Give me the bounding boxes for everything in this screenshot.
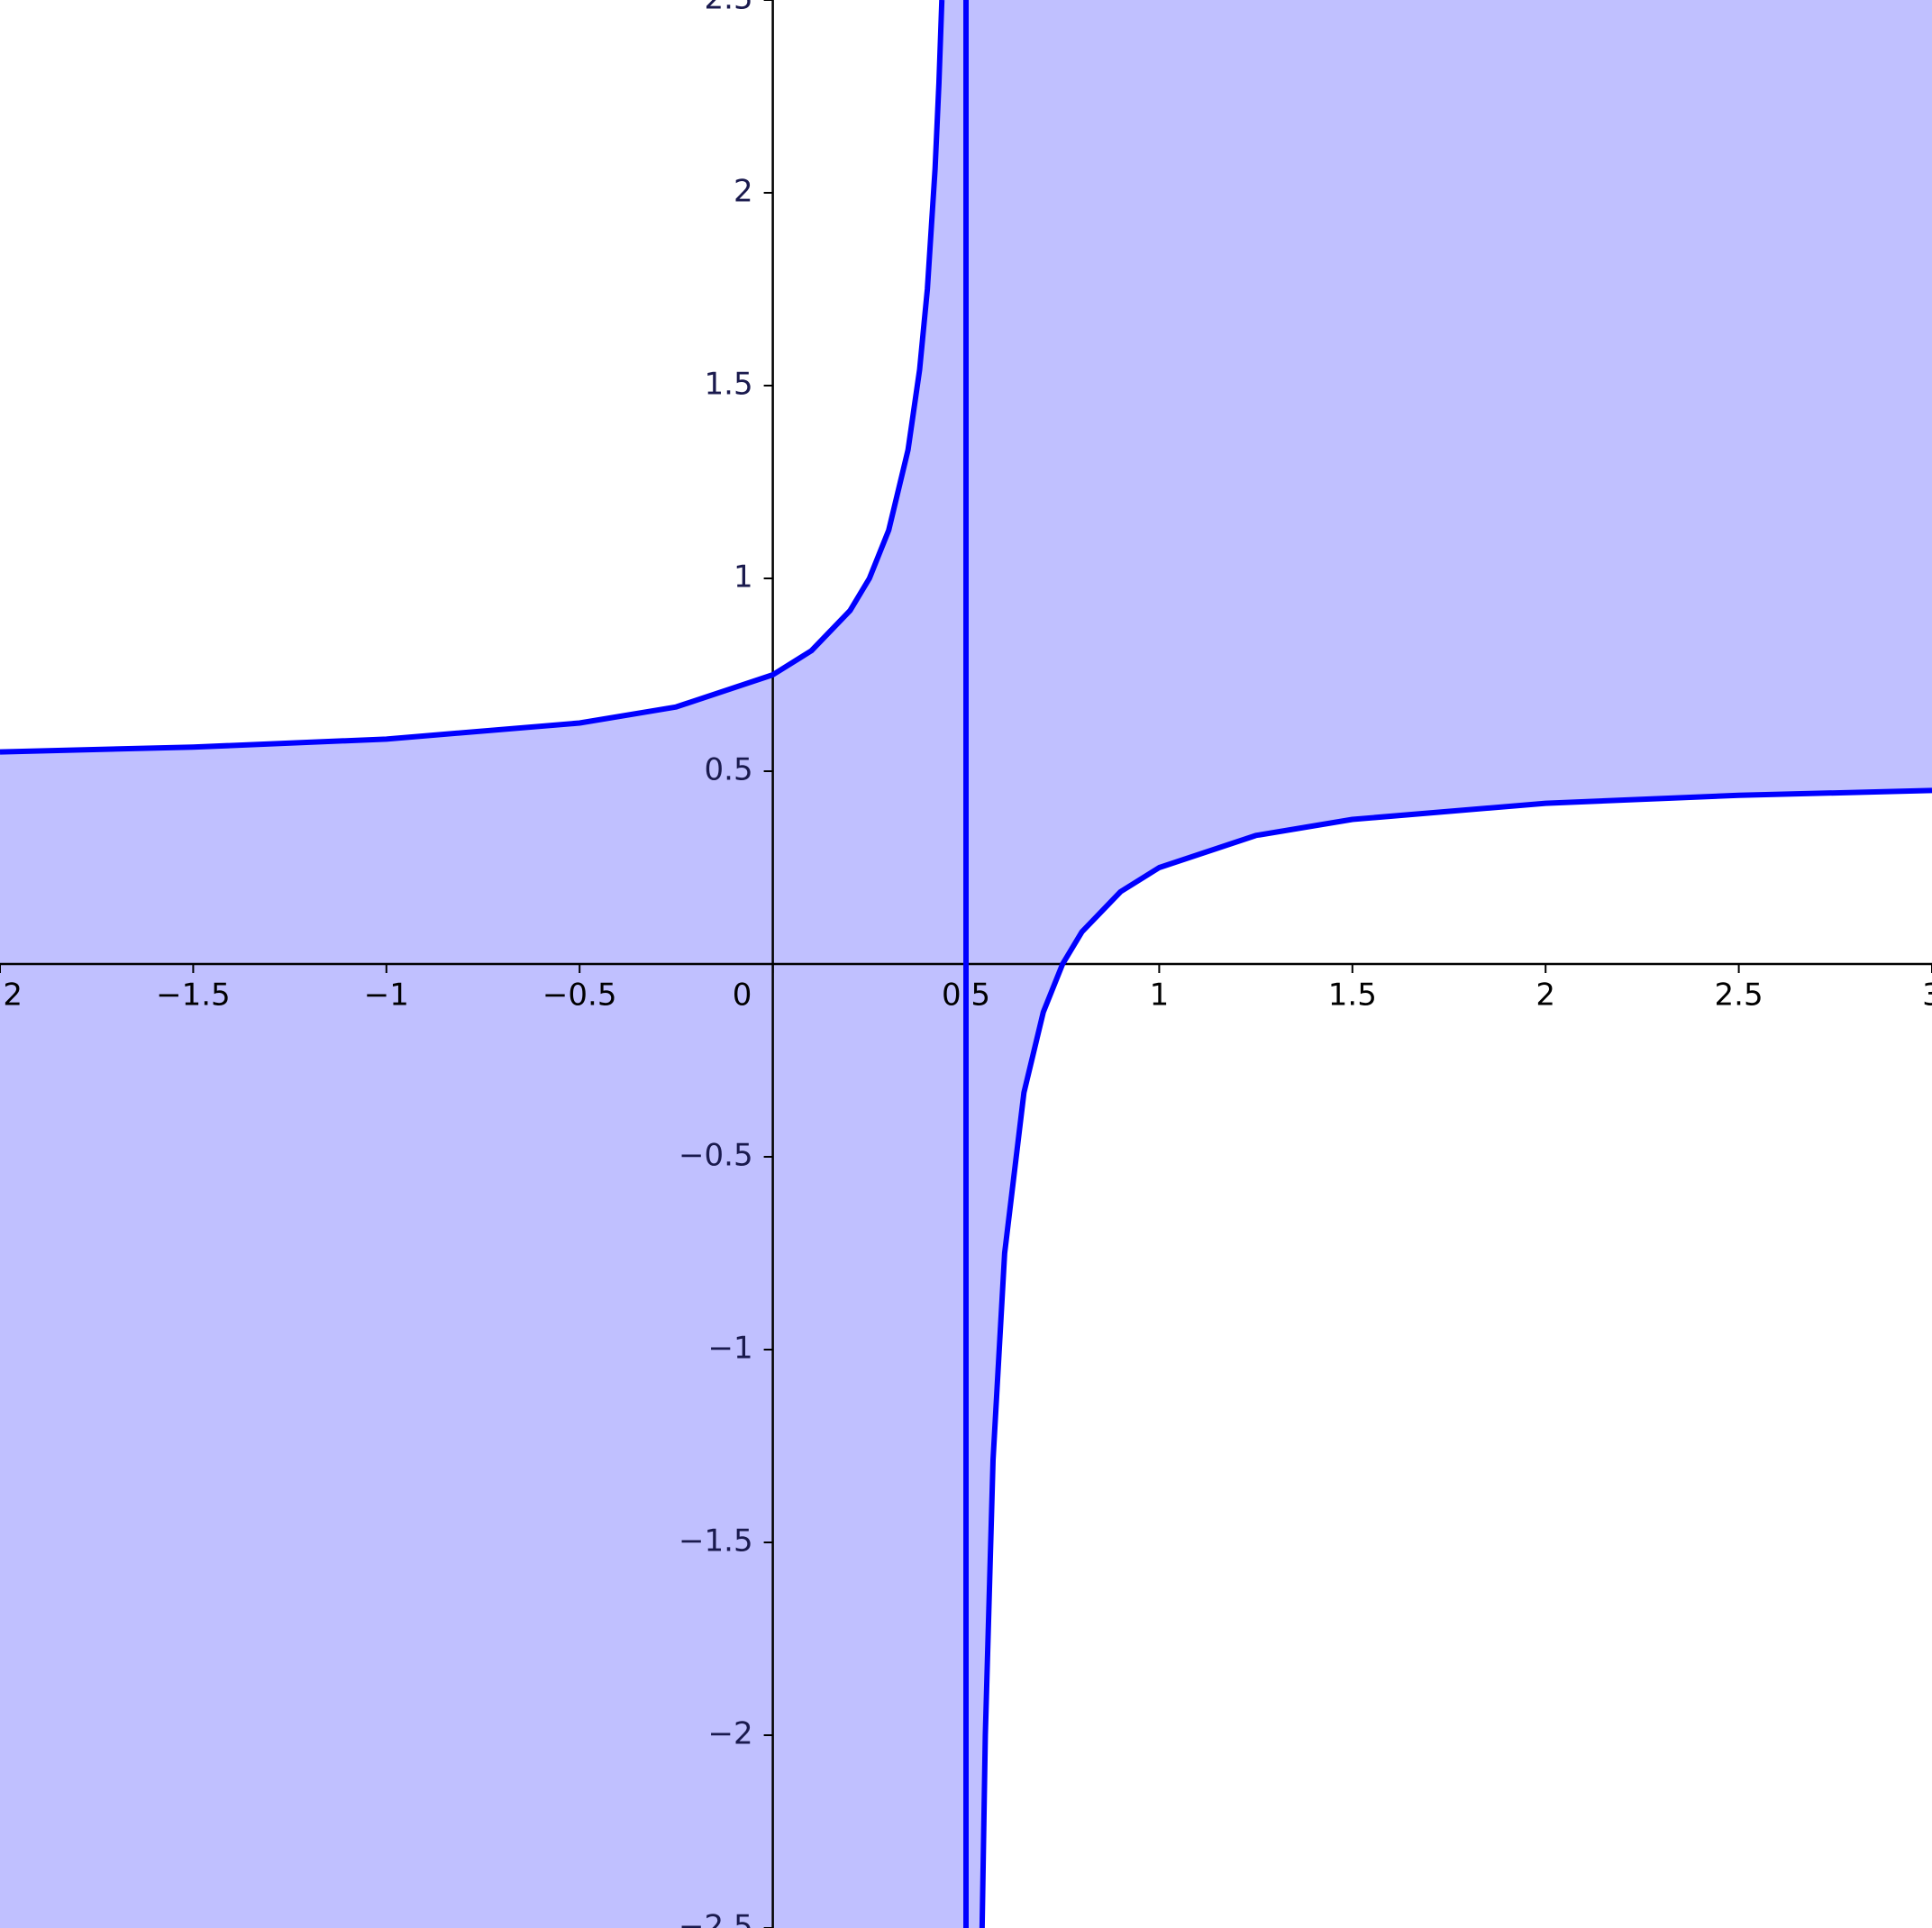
x-tick-label: 1.5 (1328, 978, 1377, 1014)
y-tick-label: 0.5 (705, 752, 753, 788)
y-tick-label: −2 (707, 1716, 752, 1752)
y-tick-label: 2 (734, 174, 753, 210)
x-tick-label: −1 (364, 978, 409, 1014)
x-tick-label: 0 (733, 978, 752, 1014)
y-tick-label: −0.5 (679, 1138, 753, 1174)
y-tick-label: −1.5 (679, 1523, 753, 1560)
x-tick-label: 2.5 (1715, 978, 1763, 1014)
inequality-region (966, 0, 1932, 1928)
x-tick-label: −0.5 (542, 978, 617, 1014)
y-tick-label: 2.5 (705, 0, 753, 17)
y-tick-label: 1 (734, 559, 753, 596)
y-tick-label: −1 (707, 1331, 752, 1367)
y-tick-label: −2.5 (679, 1909, 753, 1928)
x-tick-label: 2 (1536, 978, 1555, 1014)
y-tick-label: 1.5 (705, 367, 753, 403)
x-tick-label: 1 (1150, 978, 1170, 1014)
x-tick-label: 3 (1922, 978, 1932, 1014)
x-tick-label: −2 (0, 978, 23, 1014)
x-tick-label: −1.5 (156, 978, 231, 1014)
